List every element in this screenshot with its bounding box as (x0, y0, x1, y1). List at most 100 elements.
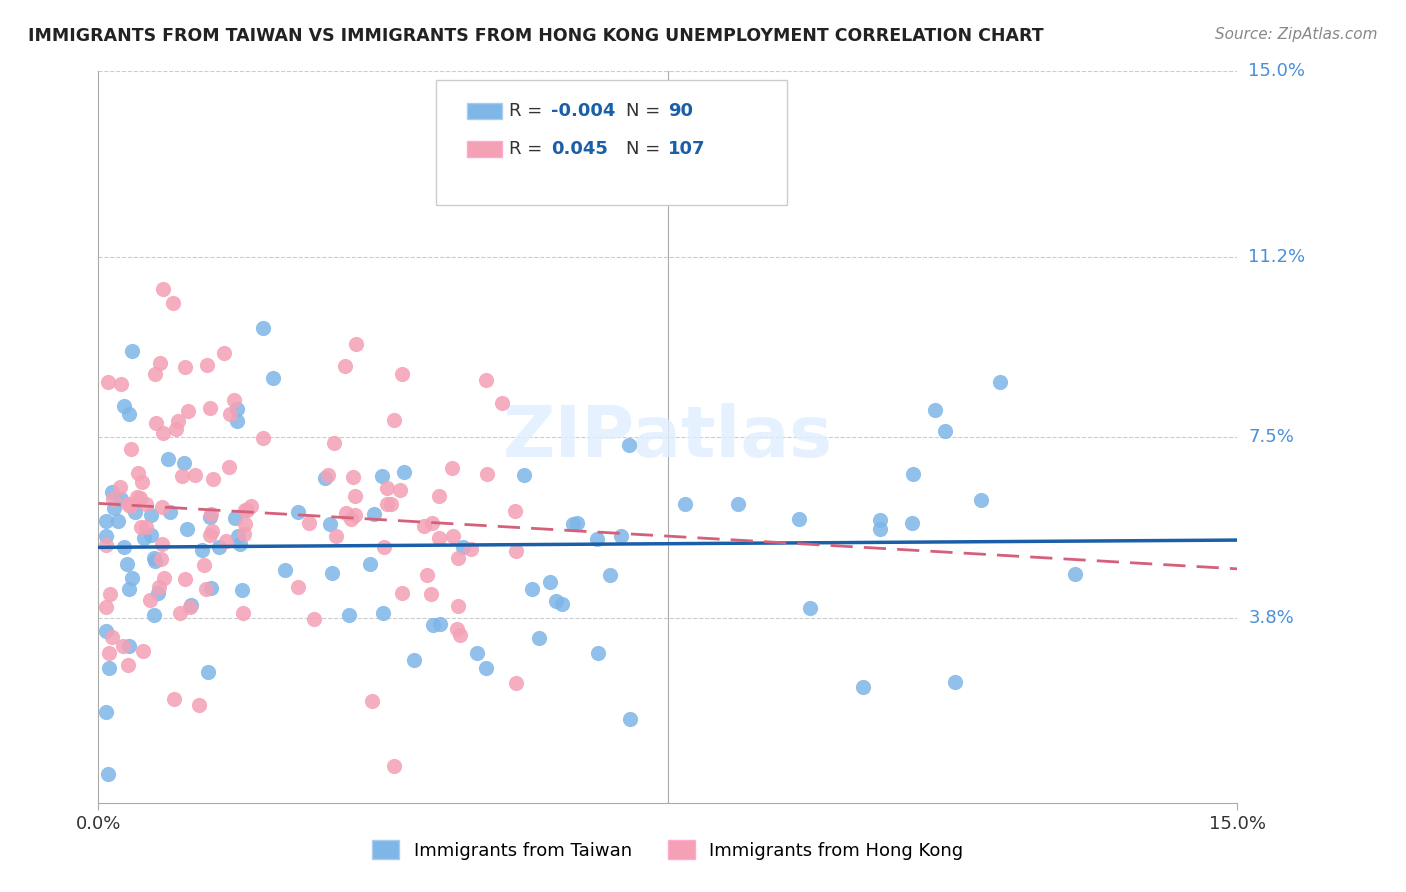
Point (382, 413, 405, 427)
Point (429, 617, 451, 632)
Point (673, 496, 696, 510)
Point (94, 514, 117, 528)
Point (198, 401, 221, 415)
Point (447, 599, 470, 613)
Text: 0.045: 0.045 (551, 140, 607, 158)
Point (446, 551, 468, 566)
Point (412, 519, 434, 533)
Point (924, 402, 946, 417)
Point (132, 644, 155, 658)
Point (441, 529, 464, 543)
Point (231, 583, 253, 598)
Point (344, 489, 367, 503)
Point (229, 536, 252, 550)
Point (416, 568, 439, 582)
Legend: Immigrants from Taiwan, Immigrants from Hong Kong: Immigrants from Taiwan, Immigrants from … (366, 833, 970, 867)
Point (522, 582, 544, 596)
Point (988, 375, 1011, 389)
Point (538, 574, 561, 589)
Point (118, 582, 141, 597)
Point (852, 680, 875, 694)
Point (475, 373, 498, 387)
Point (451, 540, 474, 554)
Point (226, 401, 249, 416)
Point (110, 480, 132, 494)
Point (567, 516, 589, 530)
Point (135, 519, 157, 533)
Point (491, 396, 513, 410)
Point (316, 468, 339, 483)
Point (440, 460, 463, 475)
Point (391, 585, 413, 599)
Point (343, 508, 366, 523)
Point (139, 528, 162, 542)
Point (200, 508, 222, 522)
Point (150, 536, 173, 550)
Point (333, 359, 356, 373)
Point (173, 572, 195, 586)
Point (176, 521, 198, 535)
Point (474, 660, 496, 674)
Point (287, 505, 309, 519)
Point (302, 612, 325, 626)
Point (219, 407, 242, 421)
Point (101, 492, 124, 507)
Point (391, 367, 413, 381)
Point (239, 499, 262, 513)
Point (120, 499, 142, 513)
Point (143, 367, 166, 381)
Point (869, 513, 891, 527)
Point (252, 431, 274, 445)
Point (166, 414, 188, 428)
Point (274, 563, 297, 577)
Text: -0.004: -0.004 (551, 102, 616, 120)
Point (177, 404, 200, 418)
Text: 90: 90 (668, 102, 693, 120)
Point (94, 624, 117, 638)
Point (449, 628, 471, 642)
Point (112, 540, 135, 554)
Point (610, 529, 633, 543)
Point (121, 344, 143, 359)
Point (544, 594, 567, 608)
Point (236, 503, 259, 517)
Point (382, 758, 405, 772)
Text: 7.5%: 7.5% (1249, 428, 1295, 446)
Point (427, 531, 450, 545)
Point (970, 493, 993, 508)
Point (340, 512, 363, 526)
Text: N =: N = (626, 102, 665, 120)
Text: 11.2%: 11.2% (1249, 248, 1306, 266)
Point (98, 587, 121, 601)
Point (335, 506, 357, 520)
Point (232, 606, 254, 620)
Point (934, 424, 956, 438)
Point (233, 526, 256, 541)
Point (505, 675, 527, 690)
Point (513, 468, 536, 483)
Point (214, 346, 236, 360)
Point (375, 497, 398, 511)
Text: 15.0%: 15.0% (1249, 62, 1305, 80)
Point (156, 451, 179, 466)
Point (404, 653, 426, 667)
Point (96, 766, 118, 780)
Point (118, 407, 141, 421)
Point (152, 425, 174, 440)
Point (148, 586, 170, 600)
Point (373, 541, 395, 555)
Point (143, 554, 166, 568)
Point (869, 523, 891, 537)
Point (198, 528, 221, 542)
Point (148, 580, 170, 594)
Point (191, 543, 214, 558)
Point (127, 466, 149, 480)
Text: Source: ZipAtlas.com: Source: ZipAtlas.com (1215, 27, 1378, 42)
Point (475, 467, 498, 482)
Point (380, 497, 402, 511)
Point (427, 490, 450, 504)
Point (129, 520, 152, 534)
Text: R =: R = (509, 140, 548, 158)
Point (371, 606, 394, 620)
Point (619, 713, 641, 727)
